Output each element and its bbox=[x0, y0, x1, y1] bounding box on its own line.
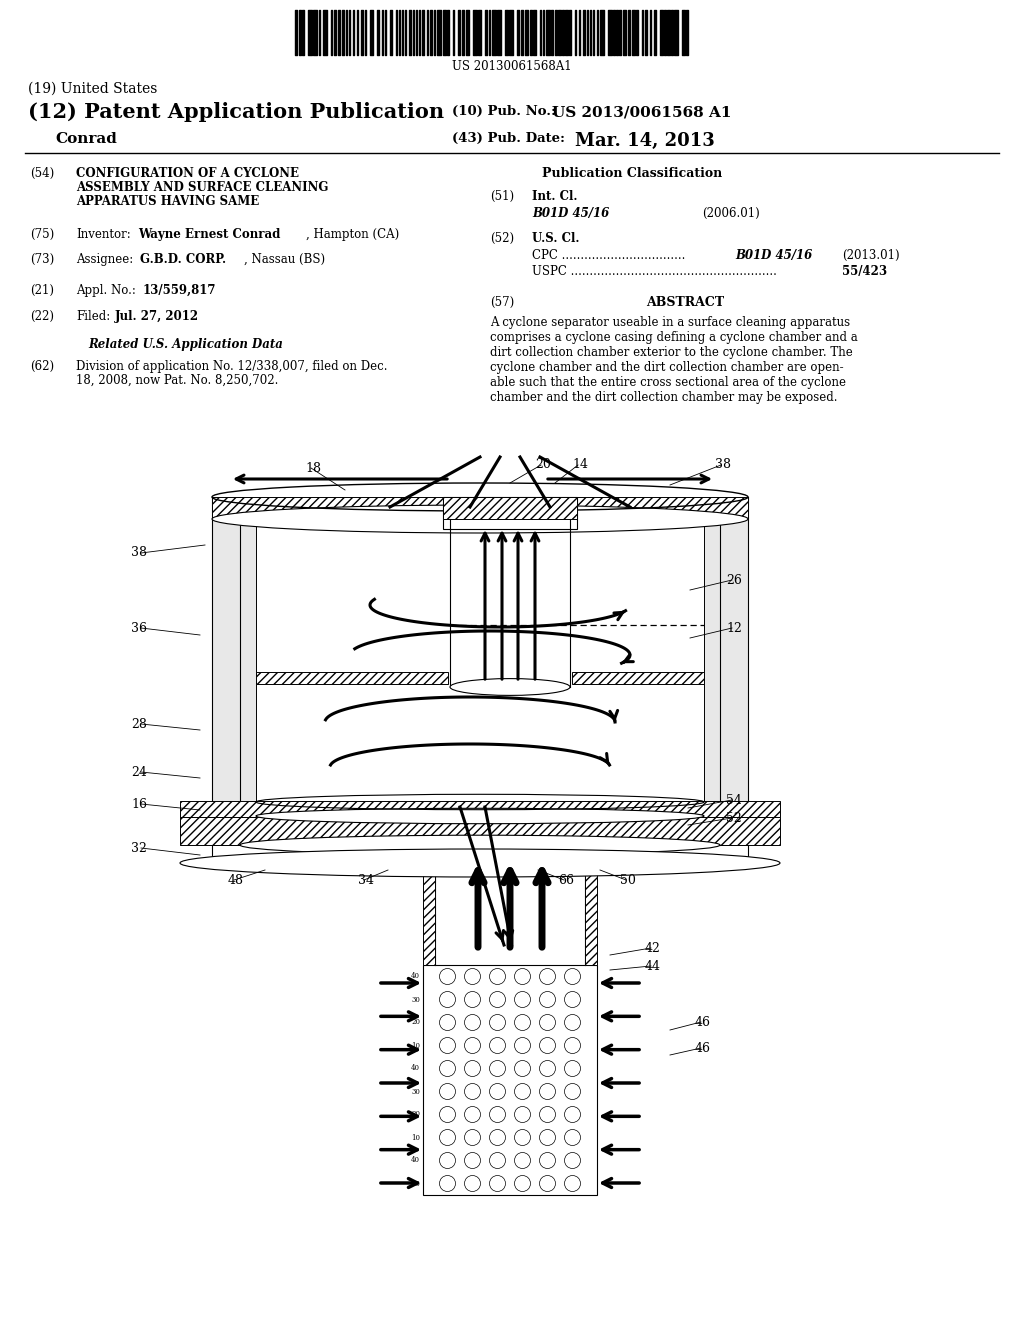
Text: (2006.01): (2006.01) bbox=[702, 207, 760, 220]
Bar bbox=[705, 519, 748, 845]
Text: 30: 30 bbox=[411, 1088, 420, 1096]
Text: (51): (51) bbox=[490, 190, 514, 203]
Bar bbox=[443, 498, 577, 519]
Text: 12: 12 bbox=[726, 622, 741, 635]
Text: US 2013/0061568 A1: US 2013/0061568 A1 bbox=[552, 106, 731, 119]
Text: 48: 48 bbox=[228, 874, 244, 887]
Bar bbox=[256, 803, 705, 816]
Text: 40: 40 bbox=[411, 1156, 420, 1164]
Bar bbox=[585, 845, 597, 965]
Text: (57): (57) bbox=[490, 296, 514, 309]
Bar bbox=[572, 672, 705, 684]
Text: Inventor:: Inventor: bbox=[76, 228, 131, 242]
Text: 26: 26 bbox=[726, 573, 741, 586]
Ellipse shape bbox=[180, 849, 780, 876]
Text: 40: 40 bbox=[411, 973, 420, 981]
Text: 20: 20 bbox=[535, 458, 551, 471]
Text: 30: 30 bbox=[411, 995, 420, 1003]
Text: 55/423: 55/423 bbox=[842, 265, 887, 279]
Text: 42: 42 bbox=[645, 941, 660, 954]
Text: (43) Pub. Date:: (43) Pub. Date: bbox=[452, 132, 565, 145]
Text: CPC .................................: CPC ................................. bbox=[532, 249, 685, 261]
Text: Mar. 14, 2013: Mar. 14, 2013 bbox=[575, 132, 715, 150]
Text: ASSEMBLY AND SURFACE CLEANING: ASSEMBLY AND SURFACE CLEANING bbox=[76, 181, 329, 194]
Text: (2013.01): (2013.01) bbox=[842, 249, 900, 261]
Ellipse shape bbox=[450, 678, 570, 696]
Text: A cyclone separator useable in a surface cleaning apparatus
comprises a cyclone : A cyclone separator useable in a surface… bbox=[490, 315, 858, 404]
Text: Appl. No.:: Appl. No.: bbox=[76, 284, 136, 297]
Text: Wayne Ernest Conrad: Wayne Ernest Conrad bbox=[138, 228, 281, 242]
Text: , Hampton (CA): , Hampton (CA) bbox=[306, 228, 399, 242]
Ellipse shape bbox=[212, 506, 748, 533]
Text: ABSTRACT: ABSTRACT bbox=[646, 296, 724, 309]
Ellipse shape bbox=[256, 808, 705, 824]
Ellipse shape bbox=[240, 836, 720, 855]
Text: 54: 54 bbox=[726, 793, 741, 807]
Text: Int. Cl.: Int. Cl. bbox=[532, 190, 578, 203]
Text: , Nassau (BS): , Nassau (BS) bbox=[244, 253, 326, 267]
Text: 40: 40 bbox=[411, 1064, 420, 1072]
Text: USPC .......................................................: USPC ...................................… bbox=[532, 265, 777, 279]
Text: 46: 46 bbox=[695, 1015, 711, 1028]
Text: 52: 52 bbox=[726, 812, 741, 825]
Text: Publication Classification: Publication Classification bbox=[542, 168, 722, 180]
Bar bbox=[256, 672, 449, 684]
Text: 20: 20 bbox=[411, 1019, 420, 1027]
Text: (75): (75) bbox=[30, 228, 54, 242]
Text: 30: 30 bbox=[411, 1180, 420, 1188]
Text: (54): (54) bbox=[30, 168, 54, 180]
Text: U.S. Cl.: U.S. Cl. bbox=[532, 232, 580, 246]
Text: 38: 38 bbox=[131, 546, 147, 560]
Text: 20: 20 bbox=[411, 1110, 420, 1118]
Text: 18: 18 bbox=[305, 462, 321, 474]
Text: APPARATUS HAVING SAME: APPARATUS HAVING SAME bbox=[76, 195, 259, 209]
Bar bbox=[443, 498, 577, 529]
Text: Related U.S. Application Data: Related U.S. Application Data bbox=[88, 338, 283, 351]
Text: Conrad: Conrad bbox=[55, 132, 117, 147]
Text: 10: 10 bbox=[411, 1134, 420, 1142]
Text: (10) Pub. No.:: (10) Pub. No.: bbox=[452, 106, 556, 117]
Text: Filed:: Filed: bbox=[76, 310, 111, 323]
Text: (19) United States: (19) United States bbox=[28, 82, 158, 96]
Text: G.B.D. CORP.: G.B.D. CORP. bbox=[140, 253, 226, 267]
Text: B01D 45/16: B01D 45/16 bbox=[735, 249, 812, 261]
Text: (73): (73) bbox=[30, 253, 54, 267]
Text: CONFIGURATION OF A CYCLONE: CONFIGURATION OF A CYCLONE bbox=[76, 168, 299, 180]
Text: 18, 2008, now Pat. No. 8,250,702.: 18, 2008, now Pat. No. 8,250,702. bbox=[76, 374, 279, 387]
Text: (21): (21) bbox=[30, 284, 54, 297]
Text: (52): (52) bbox=[490, 232, 514, 246]
Bar bbox=[212, 498, 748, 519]
Text: US 20130061568A1: US 20130061568A1 bbox=[453, 59, 571, 73]
Text: (62): (62) bbox=[30, 360, 54, 374]
Text: 36: 36 bbox=[131, 622, 147, 635]
Bar bbox=[423, 965, 597, 1195]
Text: 38: 38 bbox=[715, 458, 731, 471]
Text: 34: 34 bbox=[358, 874, 374, 887]
Text: 10: 10 bbox=[411, 1041, 420, 1049]
Text: 24: 24 bbox=[131, 766, 147, 779]
Bar bbox=[180, 801, 780, 817]
Bar bbox=[180, 817, 780, 845]
Text: Jul. 27, 2012: Jul. 27, 2012 bbox=[115, 310, 199, 323]
Text: (22): (22) bbox=[30, 310, 54, 323]
Text: B01D 45/16: B01D 45/16 bbox=[532, 207, 609, 220]
Text: Assignee:: Assignee: bbox=[76, 253, 133, 267]
Bar bbox=[212, 519, 256, 845]
Text: 44: 44 bbox=[645, 960, 662, 973]
Text: 28: 28 bbox=[131, 718, 147, 730]
Text: 50: 50 bbox=[620, 874, 636, 887]
Text: 32: 32 bbox=[131, 842, 147, 854]
Text: 66: 66 bbox=[558, 874, 574, 887]
Text: 46: 46 bbox=[695, 1041, 711, 1055]
Text: 16: 16 bbox=[131, 797, 147, 810]
Text: 14: 14 bbox=[572, 458, 588, 471]
Text: (12) Patent Application Publication: (12) Patent Application Publication bbox=[28, 102, 444, 121]
Text: Division of application No. 12/338,007, filed on Dec.: Division of application No. 12/338,007, … bbox=[76, 360, 387, 374]
Text: 13/559,817: 13/559,817 bbox=[143, 284, 216, 297]
Bar bbox=[423, 845, 435, 965]
